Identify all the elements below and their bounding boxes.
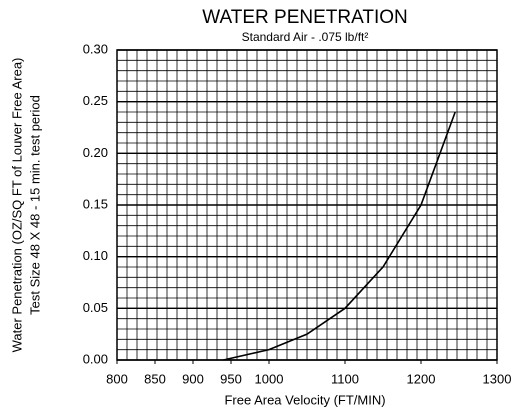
x-tick-label: 1200	[407, 371, 436, 386]
x-tick-label: 1000	[255, 371, 284, 386]
chart-title: WATER PENETRATION	[202, 7, 407, 28]
chart-subtitle: Standard Air - .075 lb/ft²	[242, 30, 369, 44]
y-tick-label: 0.15	[83, 196, 108, 211]
y-tick-label: 0.25	[83, 93, 108, 108]
y-tick-label: 0.05	[83, 300, 108, 315]
y-tick-label: 0.30	[83, 41, 108, 56]
x-tick-label: 1100	[331, 371, 359, 386]
x-tick-label: 800	[106, 371, 128, 386]
y-tick-label: 0.00	[83, 351, 108, 366]
x-tick-label: 950	[220, 371, 242, 386]
x-tick-label: 1300	[483, 371, 512, 386]
y-tick-label: 0.20	[83, 145, 108, 160]
y-axis-label: Test Size 48 X 48 - 15 min. test period	[27, 95, 42, 315]
x-axis-label: Free Area Velocity (FT/MIN)	[224, 392, 385, 407]
line-series	[223, 111, 456, 361]
x-tick-label: 850	[144, 371, 166, 386]
y-tick-label: 0.10	[83, 248, 108, 263]
plot-frame	[116, 49, 498, 361]
x-tick-label: 900	[182, 371, 204, 386]
y-axis-label: Water Penetration (OZ/SQ FT of Louver Fr…	[9, 58, 24, 353]
